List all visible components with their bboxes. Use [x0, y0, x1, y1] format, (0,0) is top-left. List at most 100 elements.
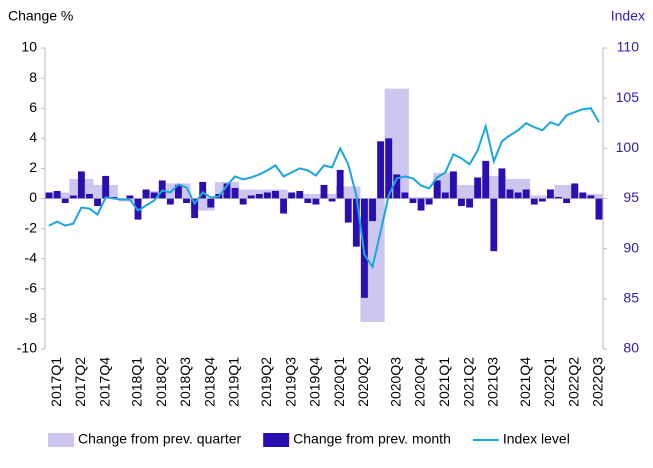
bar: [498, 168, 506, 199]
bar: [126, 195, 134, 199]
bar: [393, 174, 401, 199]
bar: [223, 183, 231, 199]
bar: [61, 198, 69, 204]
index-line: [48, 107, 600, 270]
x-tick-label: 2017Q4: [96, 357, 112, 407]
x-tick-label: 2018Q3: [177, 357, 193, 407]
bar: [320, 184, 328, 199]
bar: [288, 192, 296, 199]
bar: [433, 180, 441, 199]
x-tick-label: 2017Q2: [72, 357, 88, 407]
bar: [530, 198, 538, 205]
bar: [45, 192, 53, 199]
x-tick-label: 2020Q1: [331, 357, 347, 407]
y-tick-label: 8: [29, 69, 37, 85]
bar: [474, 177, 482, 199]
y-tick-label: 4: [29, 129, 37, 145]
x-tick-label: 2018Q1: [129, 357, 145, 407]
bar: [587, 195, 595, 199]
bar: [102, 175, 110, 199]
bar: [296, 190, 304, 199]
x-tick-label: 2020Q4: [412, 357, 428, 407]
bar: [77, 171, 85, 199]
x-tick-label: 2022Q2: [565, 357, 581, 407]
y-tick-label: -6: [25, 280, 38, 296]
bar: [449, 171, 457, 199]
bar: [546, 189, 554, 199]
y2-tick-label: 100: [616, 139, 640, 155]
bar: [409, 198, 417, 204]
y2-tick-label: 95: [623, 189, 639, 205]
y2-tick-label: 85: [623, 290, 639, 306]
bar: [579, 192, 587, 199]
bar: [174, 184, 182, 199]
bar: [441, 192, 449, 199]
x-tick-label: 2019Q1: [226, 357, 242, 407]
bar: [352, 198, 360, 247]
y2-axis-label: Index: [611, 8, 645, 24]
bar: [595, 198, 603, 220]
bar: [408, 196, 434, 199]
bar: [94, 198, 102, 207]
x-tick-label: 2019Q2: [258, 357, 274, 407]
bar: [425, 198, 433, 205]
bar: [239, 189, 264, 199]
bar: [401, 192, 409, 199]
bar: [312, 198, 320, 205]
y-tick-label: 2: [29, 159, 37, 175]
bar: [142, 189, 150, 199]
y-tick-label: 6: [29, 99, 37, 115]
y-tick-label: 10: [21, 39, 37, 55]
x-tick-label: 2021Q4: [517, 357, 533, 407]
x-tick-label: 2017Q1: [48, 357, 64, 407]
bar: [263, 192, 271, 199]
bar: [482, 160, 490, 199]
bar: [280, 198, 288, 214]
y2-tick-label: 110: [617, 39, 640, 55]
bar: [328, 198, 336, 202]
legend-label: Change from prev. month: [293, 431, 451, 447]
y2-tick-label: 90: [623, 239, 639, 255]
x-tick-label: 2022Q3: [590, 357, 606, 407]
bar: [563, 198, 571, 204]
bar: [522, 189, 530, 199]
bar: [385, 138, 393, 199]
bar: [239, 198, 247, 205]
legend-label: Index level: [503, 431, 570, 447]
bar: [53, 190, 61, 199]
bar: [571, 183, 579, 199]
x-tick-label: 2021Q2: [460, 357, 476, 407]
bar: [69, 195, 77, 199]
x-tick-label: 2018Q4: [201, 357, 217, 407]
bar: [207, 198, 215, 208]
bar: [231, 187, 239, 199]
legend-swatch: [263, 433, 290, 447]
legend-swatch: [48, 433, 74, 447]
bar: [272, 190, 279, 199]
bar: [538, 198, 546, 202]
bar: [466, 198, 474, 208]
bar: [417, 198, 425, 211]
bar: [336, 169, 344, 199]
x-tick-label: 2021Q3: [485, 357, 501, 407]
y-tick-label: -10: [17, 340, 37, 356]
bar: [458, 198, 465, 207]
y-axis-label: Change %: [8, 8, 73, 24]
x-tick-label: 2020Q2: [355, 357, 371, 407]
x-tick-label: 2018Q2: [153, 357, 169, 407]
y2-tick-label: 105: [616, 89, 640, 105]
bar: [377, 141, 385, 199]
bar: [247, 195, 255, 199]
y-tick-label: -2: [25, 219, 38, 235]
y-tick-label: 0: [29, 189, 37, 205]
y2-tick-label: 80: [623, 340, 639, 356]
x-tick-label: 2020Q3: [387, 357, 403, 407]
bar: [490, 198, 498, 252]
x-tick-label: 2019Q3: [282, 357, 298, 407]
bar: [555, 196, 562, 199]
bar: [183, 198, 190, 204]
bar: [514, 192, 522, 199]
bar: [506, 189, 514, 199]
x-tick-label: 2021Q1: [436, 357, 452, 407]
bar: [150, 192, 158, 199]
